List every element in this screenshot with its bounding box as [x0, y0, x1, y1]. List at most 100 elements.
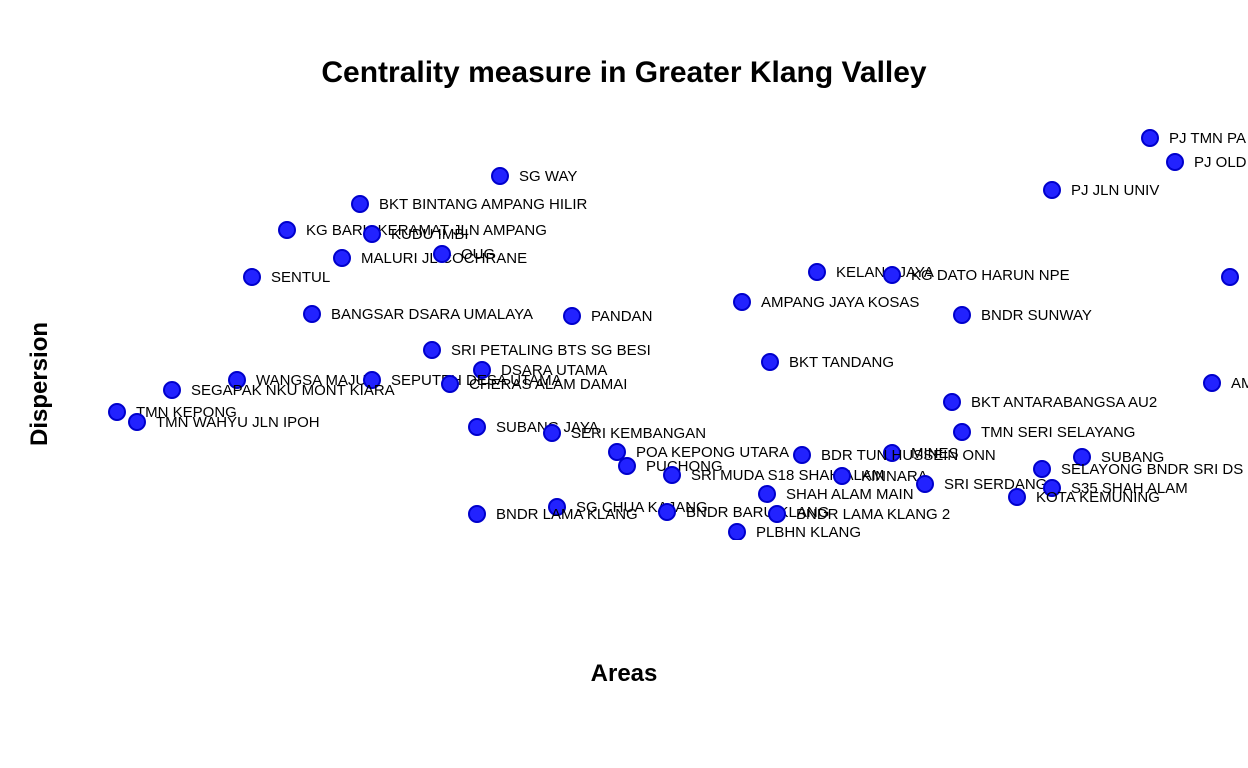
plot-area: PJ TMN PA PJ OLD SG WAY PJ JLN UNIV BKT BINT… — [80, 110, 1248, 540]
point-label: BNDR LAMA KLANG — [496, 506, 638, 523]
point-label: OUG — [461, 246, 495, 263]
point-label: BKT ANTARABANGSA AU2 — [971, 394, 1157, 411]
point-label: BDR TUN HUSSEIN ONN — [821, 447, 996, 464]
x-axis-label: Areas — [0, 660, 1248, 688]
data-point: PJ OLD — [1166, 153, 1247, 171]
point-marker — [423, 341, 441, 359]
data-point: BKT TANDANG — [761, 353, 894, 371]
point-marker — [1166, 153, 1184, 171]
point-marker — [543, 424, 561, 442]
data-point: SHAH ALAM MAIN — [758, 485, 914, 503]
point-marker — [1141, 129, 1159, 147]
chart-title: Centrality measure in Greater Klang Vall… — [0, 56, 1248, 90]
point-marker — [916, 475, 934, 493]
point-label: AMPA — [1231, 375, 1248, 392]
data-point: KOTA KEMUNING — [1008, 488, 1160, 506]
point-marker — [943, 393, 961, 411]
point-marker — [278, 221, 296, 239]
data-point: CHERAS ALAM DAMAI — [441, 375, 627, 393]
point-marker — [303, 305, 321, 323]
point-marker — [1221, 268, 1239, 286]
point-marker — [163, 381, 181, 399]
data-point: BKT ANTARABANGSA AU2 — [943, 393, 1157, 411]
point-marker — [468, 418, 486, 436]
point-marker — [1203, 374, 1221, 392]
data-point: BNDR LAMA KLANG 2 — [768, 505, 950, 523]
point-label: SERI KEMBANGAN — [571, 425, 706, 442]
point-marker — [1008, 488, 1026, 506]
point-marker — [833, 467, 851, 485]
point-marker — [1043, 181, 1061, 199]
point-marker — [883, 266, 901, 284]
point-label: CHERAS ALAM DAMAI — [469, 376, 627, 393]
point-label: PJ JLN UNIV — [1071, 182, 1159, 199]
data-point: KUDU IMBI — [363, 225, 469, 243]
data-point: SENTUL — [243, 268, 330, 286]
point-label: BANGSAR DSARA UMALAYA — [331, 306, 533, 323]
data-point: AMPANG JAYA KOSAS — [733, 293, 919, 311]
point-label: BKT TANDANG — [789, 354, 894, 371]
point-marker — [618, 457, 636, 475]
point-label: KUDU IMBI — [391, 226, 469, 243]
data-point: SELAYONG BNDR SRI DS — [1033, 460, 1243, 478]
point-label: PJ OLD — [1194, 154, 1247, 171]
point-label: SHAH ALAM MAIN — [786, 486, 914, 503]
scatter-chart: Centrality measure in Greater Klang Vall… — [0, 0, 1248, 768]
point-marker — [761, 353, 779, 371]
point-marker — [351, 195, 369, 213]
point-marker — [491, 167, 509, 185]
data-point: AM — [1221, 268, 1248, 286]
point-label: PANDAN — [591, 308, 652, 325]
y-axis-label: Dispersion — [26, 322, 54, 446]
point-marker — [433, 245, 451, 263]
point-marker — [243, 268, 261, 286]
point-marker — [728, 523, 746, 540]
data-point: BNDR LAMA KLANG — [468, 505, 638, 523]
point-label: PJ TMN PA — [1169, 130, 1246, 147]
point-marker — [953, 423, 971, 441]
point-label: PLBHN KLANG — [756, 524, 861, 541]
point-marker — [563, 307, 581, 325]
data-point: BANGSAR DSARA UMALAYA — [303, 305, 533, 323]
point-marker — [953, 306, 971, 324]
data-point: TMN SERI SELAYANG — [953, 423, 1135, 441]
point-label: KG DATO HARUN NPE — [911, 267, 1070, 284]
data-point: OUG — [433, 245, 495, 263]
point-label: TMN WAHYU JLN IPOH — [156, 414, 320, 431]
point-marker — [663, 466, 681, 484]
point-label: BNDR SUNWAY — [981, 307, 1092, 324]
data-point: SG WAY — [491, 167, 577, 185]
data-point: SERI KEMBANGAN — [543, 424, 706, 442]
point-marker — [768, 505, 786, 523]
point-label: KOTA KEMUNING — [1036, 489, 1160, 506]
point-marker — [468, 505, 486, 523]
point-marker — [333, 249, 351, 267]
point-label: SENTUL — [271, 269, 330, 286]
point-label: AMPANG JAYA KOSAS — [761, 294, 919, 311]
data-point: SRI PETALING BTS SG BESI — [423, 341, 651, 359]
data-point: PJ TMN PA — [1141, 129, 1246, 147]
data-point: BNDR SUNWAY — [953, 306, 1092, 324]
point-marker — [363, 225, 381, 243]
point-marker — [758, 485, 776, 503]
data-point: PJ JLN UNIV — [1043, 181, 1159, 199]
data-point: PANDAN — [563, 307, 652, 325]
point-label: BKT BINTANG AMPANG HILIR — [379, 196, 587, 213]
data-point: KINNARA — [833, 467, 928, 485]
data-point: PLBHN KLANG — [728, 523, 861, 540]
point-label: SEGAPAK NKU MONT KIARA — [191, 382, 395, 399]
data-point: SEGAPAK NKU MONT KIARA — [163, 381, 395, 399]
point-marker — [793, 446, 811, 464]
point-marker — [733, 293, 751, 311]
point-label: SRI PETALING BTS SG BESI — [451, 342, 651, 359]
data-point: MALURI JL COCHRANE — [333, 249, 527, 267]
point-marker — [108, 403, 126, 421]
data-point: KG DATO HARUN NPE — [883, 266, 1070, 284]
point-label: SELAYONG BNDR SRI DS — [1061, 461, 1243, 478]
point-marker — [808, 263, 826, 281]
point-label: SG WAY — [519, 168, 577, 185]
point-label: TMN SERI SELAYANG — [981, 424, 1135, 441]
point-marker — [658, 503, 676, 521]
point-label: BNDR LAMA KLANG 2 — [796, 506, 950, 523]
data-point: BDR TUN HUSSEIN ONN — [793, 446, 996, 464]
